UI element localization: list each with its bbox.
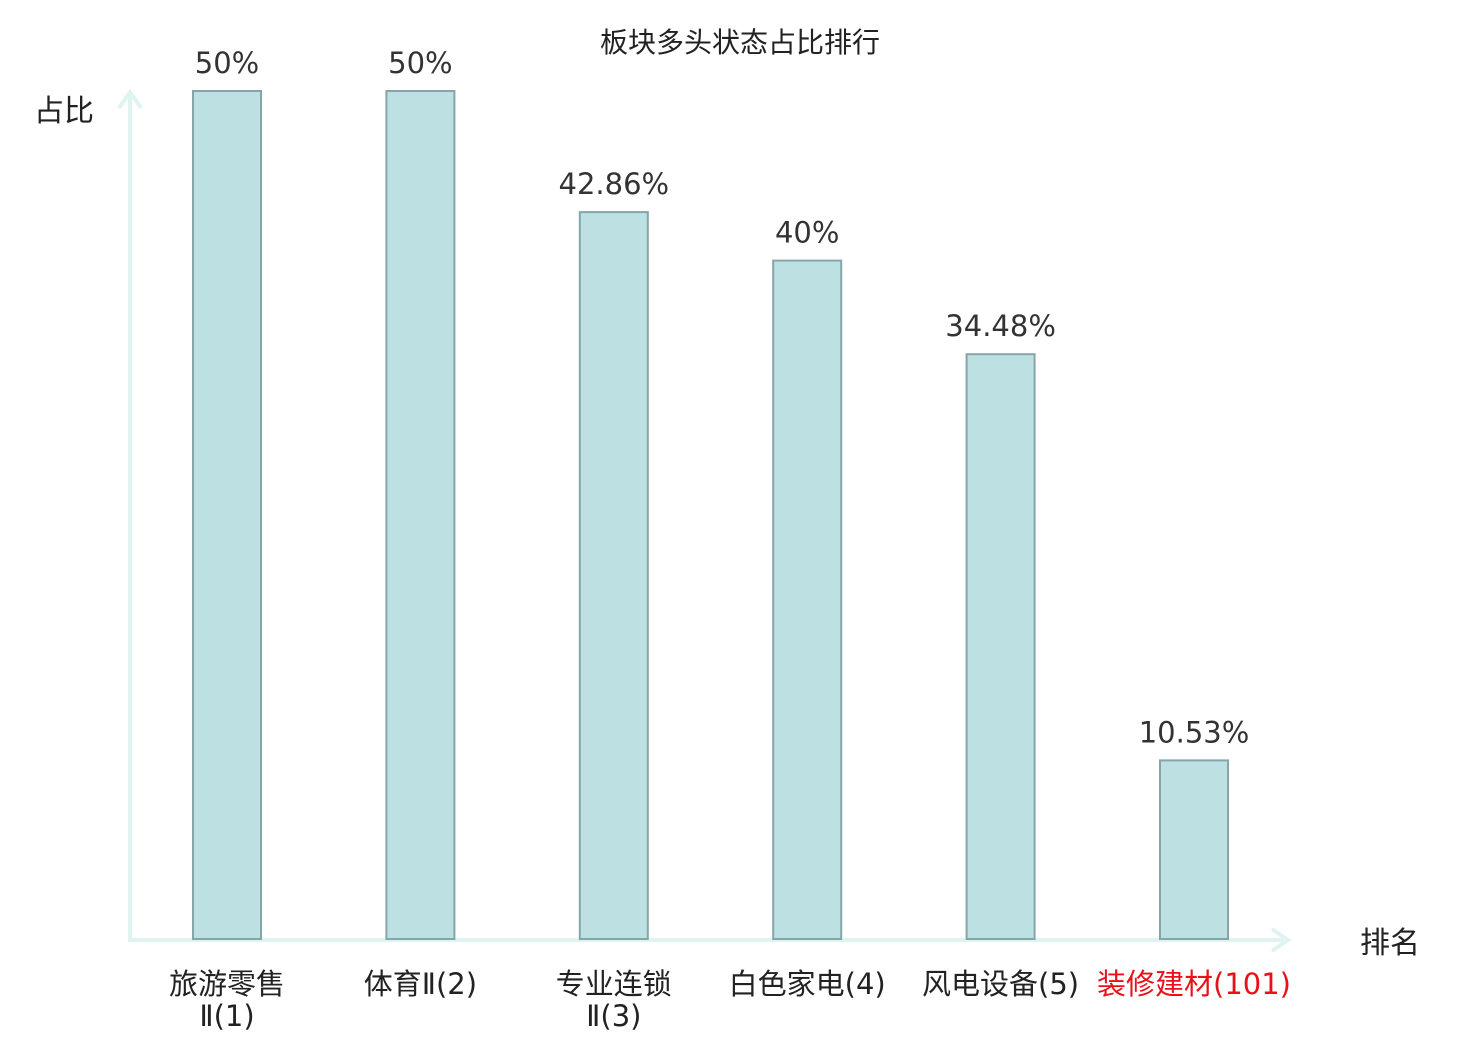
value-label-1: 50% — [195, 46, 259, 80]
category-label-3-line2: Ⅱ(3) — [586, 999, 641, 1033]
bar-3 — [578, 211, 649, 941]
category-label-1: 旅游零售 — [169, 967, 285, 1001]
category-label-2: 体育Ⅱ(2) — [364, 967, 477, 1001]
bar-4 — [772, 259, 843, 941]
value-label-2: 50% — [388, 46, 452, 80]
bar-1 — [192, 90, 262, 940]
chart-title: 板块多头状态占比排行 — [600, 26, 880, 59]
category-label-1-line2: Ⅱ(1) — [199, 999, 254, 1033]
category-label-6: 装修建材(101) — [1097, 967, 1291, 1001]
category-label-4: 白色家电(4) — [729, 967, 886, 1001]
bar-6 — [1159, 759, 1229, 941]
category-label-5: 风电设备(5) — [922, 967, 1079, 1001]
value-labels-group: 50% 50% 42.86% 40% 34.48% 10.53% — [195, 46, 1250, 749]
bars-group — [192, 90, 1229, 941]
x-axis-arrowhead — [1270, 927, 1292, 953]
y-axis-arrowhead — [117, 88, 143, 110]
x-axis-label: 排名 — [1360, 926, 1420, 961]
value-label-5: 34.48% — [945, 309, 1056, 343]
bar-2 — [385, 90, 456, 940]
value-label-4: 40% — [775, 216, 839, 250]
category-label-3: 专业连锁 — [556, 967, 672, 1001]
axes — [117, 88, 1292, 953]
bar-5 — [965, 353, 1036, 940]
value-label-6: 10.53% — [1139, 715, 1250, 749]
value-label-3: 42.86% — [559, 167, 670, 201]
y-axis-label: 占比 — [34, 94, 94, 129]
